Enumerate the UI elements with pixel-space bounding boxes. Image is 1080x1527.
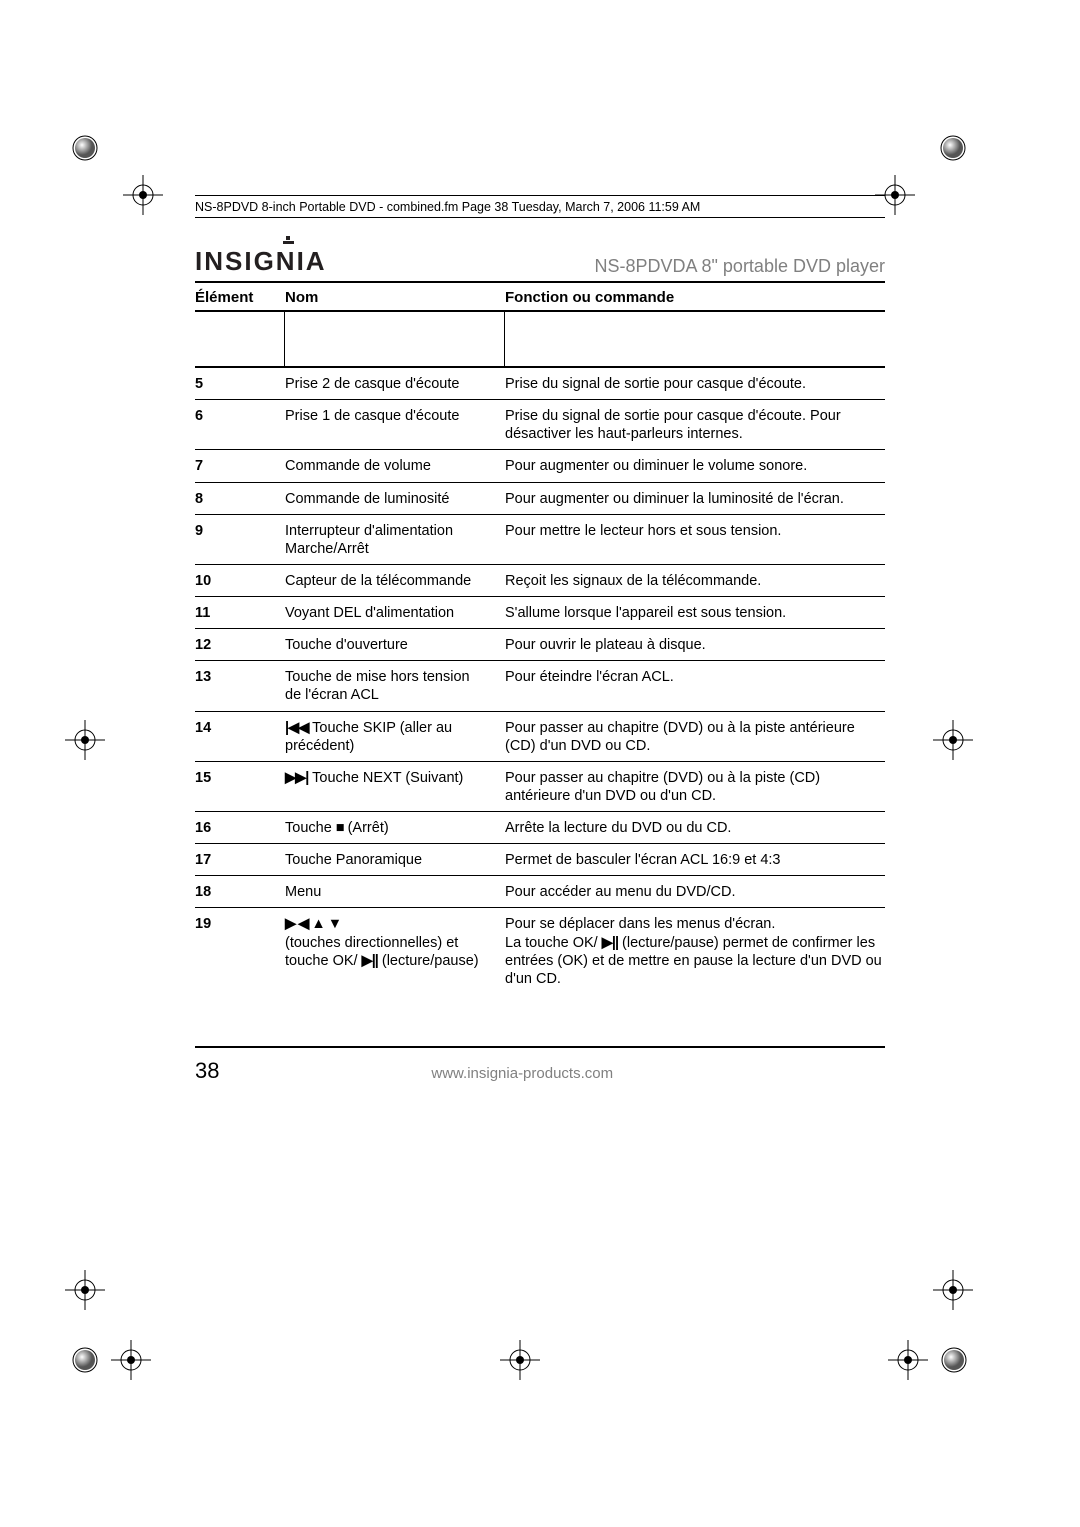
row-function: Pour passer au chapitre (DVD) ou à la pi… bbox=[505, 719, 885, 755]
brand-text: INSIGNIA bbox=[195, 246, 327, 276]
table-row: 16Touche ■ (Arrêt)Arrête la lecture du D… bbox=[195, 812, 885, 844]
row-number: 7 bbox=[195, 457, 285, 475]
row-number: 15 bbox=[195, 769, 285, 805]
row-number: 9 bbox=[195, 522, 285, 558]
row-number: 5 bbox=[195, 375, 285, 393]
row-number: 18 bbox=[195, 883, 285, 901]
col-header-function: Fonction ou commande bbox=[505, 289, 885, 306]
row-function: Pour ouvrir le plateau à disque. bbox=[505, 636, 885, 654]
row-name: Touche d'ouverture bbox=[285, 636, 505, 654]
table-header-row: Élément Nom Fonction ou commande bbox=[195, 283, 885, 312]
table-row: 6Prise 1 de casque d'écoutePrise du sign… bbox=[195, 400, 885, 450]
table-row: 17Touche PanoramiquePermet de basculer l… bbox=[195, 844, 885, 876]
col-header-element: Élément bbox=[195, 289, 285, 306]
row-function: S'allume lorsque l'appareil est sous ten… bbox=[505, 604, 885, 622]
row-name: Voyant DEL d'alimentation bbox=[285, 604, 505, 622]
row-number: 12 bbox=[195, 636, 285, 654]
row-function: Permet de basculer l'écran ACL 16:9 et 4… bbox=[505, 851, 885, 869]
stop-icon: ■ bbox=[336, 820, 344, 836]
table-row: 15▶▶| Touche NEXT (Suivant)Pour passer a… bbox=[195, 762, 885, 812]
row-name: Touche de mise hors tension de l'écran A… bbox=[285, 668, 505, 704]
registration-mark-icon bbox=[875, 175, 915, 220]
row-number: 13 bbox=[195, 668, 285, 704]
row-name: Touche Panoramique bbox=[285, 851, 505, 869]
row-name: Prise 2 de casque d'écoute bbox=[285, 375, 505, 393]
product-title: NS-8PDVDA 8" portable DVD player bbox=[594, 256, 885, 277]
table-row: 10Capteur de la télécommandeReçoit les s… bbox=[195, 565, 885, 597]
table-row: 5Prise 2 de casque d'écoutePrise du sign… bbox=[195, 368, 885, 400]
row-function: Arrête la lecture du DVD ou du CD. bbox=[505, 819, 885, 837]
row-number: 16 bbox=[195, 819, 285, 837]
corner-ball-icon bbox=[69, 1344, 101, 1381]
row-function: Pour éteindre l'écran ACL. bbox=[505, 668, 885, 704]
table-row: 11Voyant DEL d'alimentationS'allume lors… bbox=[195, 597, 885, 629]
page-footer: 38 www.insignia-products.com bbox=[195, 1046, 885, 1084]
table-row: 14|◀◀ Touche SKIP (aller au précédent)Po… bbox=[195, 712, 885, 762]
table-row: 8Commande de luminositéPour augmenter ou… bbox=[195, 483, 885, 515]
registration-mark-icon bbox=[888, 1340, 928, 1385]
row-number: 6 bbox=[195, 407, 285, 443]
page-number: 38 bbox=[195, 1058, 219, 1084]
row-name: ▶▶| Touche NEXT (Suivant) bbox=[285, 769, 505, 805]
row-function: Pour mettre le lecteur hors et sous tens… bbox=[505, 522, 885, 558]
table-row: 9Interrupteur d'alimentation Marche/Arrê… bbox=[195, 515, 885, 565]
registration-mark-icon bbox=[123, 175, 163, 220]
row-function: Prise du signal de sortie pour casque d'… bbox=[505, 407, 885, 443]
registration-mark-icon bbox=[65, 720, 105, 765]
table-spacer-row bbox=[195, 312, 885, 368]
row-function: Prise du signal de sortie pour casque d'… bbox=[505, 375, 885, 393]
skip-prev-icon: |◀◀ bbox=[285, 720, 308, 736]
row-name: Menu bbox=[285, 883, 505, 901]
registration-mark-icon bbox=[933, 720, 973, 765]
row-number: 11 bbox=[195, 604, 285, 622]
row-name: Prise 1 de casque d'écoute bbox=[285, 407, 505, 443]
brand-row: INSIGNIA NS-8PDVDA 8" portable DVD playe… bbox=[195, 246, 885, 283]
col-header-name: Nom bbox=[285, 289, 505, 306]
row-name: Commande de luminosité bbox=[285, 490, 505, 508]
corner-ball-icon bbox=[937, 132, 969, 169]
row-name: ▶ ◀ ▲ ▼(touches directionnelles) et touc… bbox=[285, 915, 505, 988]
page-content: NS-8PDVD 8-inch Portable DVD - combined.… bbox=[195, 195, 885, 1084]
arrows-icon: ▶ ◀ ▲ ▼ bbox=[285, 915, 487, 933]
row-number: 8 bbox=[195, 490, 285, 508]
row-function: Reçoit les signaux de la télécommande. bbox=[505, 572, 885, 590]
row-function: Pour accéder au menu du DVD/CD. bbox=[505, 883, 885, 901]
row-number: 14 bbox=[195, 719, 285, 755]
table-row: 7Commande de volumePour augmenter ou dim… bbox=[195, 450, 885, 482]
row-function: Pour augmenter ou diminuer la luminosité… bbox=[505, 490, 885, 508]
table-row: 18MenuPour accéder au menu du DVD/CD. bbox=[195, 876, 885, 908]
row-function: Pour passer au chapitre (DVD) ou à la pi… bbox=[505, 769, 885, 805]
row-name: Capteur de la télécommande bbox=[285, 572, 505, 590]
registration-mark-icon bbox=[111, 1340, 151, 1385]
running-head: NS-8PDVD 8-inch Portable DVD - combined.… bbox=[195, 195, 885, 218]
row-name: |◀◀ Touche SKIP (aller au précédent) bbox=[285, 719, 505, 755]
row-name: Commande de volume bbox=[285, 457, 505, 475]
table-body: 5Prise 2 de casque d'écoutePrise du sign… bbox=[195, 368, 885, 994]
table-row: 12Touche d'ouverturePour ouvrir le plate… bbox=[195, 629, 885, 661]
corner-ball-icon bbox=[938, 1344, 970, 1381]
table-row: 19▶ ◀ ▲ ▼(touches directionnelles) et to… bbox=[195, 908, 885, 994]
footer-url: www.insignia-products.com bbox=[431, 1065, 613, 1082]
play-pause-icon: ▶|| bbox=[362, 953, 378, 969]
row-number: 10 bbox=[195, 572, 285, 590]
row-number: 17 bbox=[195, 851, 285, 869]
skip-next-icon: ▶▶| bbox=[285, 770, 308, 786]
row-function: Pour se déplacer dans les menus d'écran.… bbox=[505, 915, 885, 988]
play-pause-icon: ▶|| bbox=[602, 935, 618, 951]
registration-mark-icon bbox=[933, 1270, 973, 1315]
row-name: Interrupteur d'alimentation Marche/Arrêt bbox=[285, 522, 505, 558]
registration-mark-icon bbox=[65, 1270, 105, 1315]
brand-logo: INSIGNIA bbox=[195, 246, 327, 277]
row-number: 19 bbox=[195, 915, 285, 988]
corner-ball-icon bbox=[69, 132, 101, 169]
row-function: Pour augmenter ou diminuer le volume son… bbox=[505, 457, 885, 475]
table-row: 13Touche de mise hors tension de l'écran… bbox=[195, 661, 885, 711]
registration-mark-icon bbox=[500, 1340, 540, 1385]
row-name: Touche ■ (Arrêt) bbox=[285, 819, 505, 837]
